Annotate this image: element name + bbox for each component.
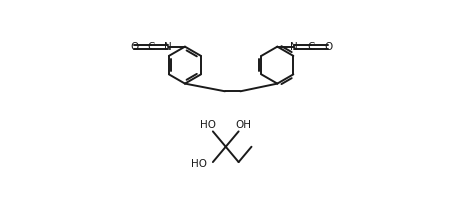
Text: OH: OH xyxy=(235,120,251,130)
Text: C: C xyxy=(307,42,315,52)
Text: O: O xyxy=(324,42,332,52)
Text: N: N xyxy=(164,42,172,52)
Text: N: N xyxy=(291,42,298,52)
Text: HO: HO xyxy=(200,120,216,130)
Text: HO: HO xyxy=(191,159,207,169)
Text: C: C xyxy=(148,42,155,52)
Text: O: O xyxy=(130,42,138,52)
